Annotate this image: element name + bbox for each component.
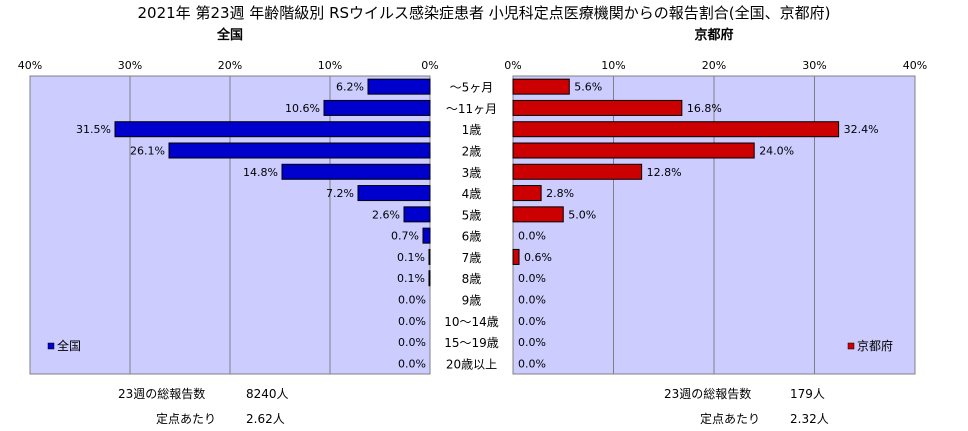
kyoto-data-label: 32.4% bbox=[844, 123, 879, 136]
kyoto-data-label: 0.0% bbox=[518, 230, 546, 243]
kyoto-legend-label: 京都府 bbox=[857, 338, 893, 353]
national-total-value: 8240人 bbox=[246, 387, 289, 401]
chart-title: 2021年 第23週 年齢階級別 RSウイルス感染症患者 小児科定点医療機関から… bbox=[137, 4, 831, 22]
national-tick-label: 0% bbox=[421, 59, 438, 72]
category-label: 15～19歳 bbox=[444, 336, 499, 350]
category-label: 20歳以上 bbox=[446, 357, 497, 371]
kyoto-tick-label: 10% bbox=[601, 59, 625, 72]
national-bar bbox=[323, 99, 431, 116]
kyoto-bar bbox=[512, 142, 755, 159]
kyoto-per-value: 2.32人 bbox=[790, 412, 829, 426]
national-bar bbox=[428, 248, 431, 265]
national-bar bbox=[114, 121, 431, 138]
category-label: 1歳 bbox=[462, 123, 482, 137]
national-per-value: 2.62人 bbox=[246, 412, 285, 426]
kyoto-tick-label: 0% bbox=[504, 59, 521, 72]
national-data-label: 31.5% bbox=[76, 123, 111, 136]
category-label: 7歳 bbox=[462, 251, 482, 265]
kyoto-bar bbox=[512, 78, 570, 95]
national-chart-title: 全国 bbox=[216, 28, 243, 43]
national-tick-label: 30% bbox=[118, 59, 142, 72]
kyoto-bar bbox=[512, 121, 840, 138]
kyoto-tick-label: 40% bbox=[903, 59, 927, 72]
category-label: 2歳 bbox=[462, 145, 482, 159]
category-label: ～5ヶ月 bbox=[450, 81, 494, 95]
kyoto-tick-label: 30% bbox=[802, 59, 826, 72]
national-bar bbox=[367, 78, 431, 95]
category-label: 3歳 bbox=[462, 166, 482, 180]
kyoto-bar bbox=[512, 163, 643, 180]
category-label: 9歳 bbox=[462, 294, 482, 308]
category-label: 6歳 bbox=[462, 230, 482, 244]
kyoto-total-value: 179人 bbox=[790, 387, 825, 401]
national-legend-swatch bbox=[47, 342, 55, 350]
kyoto-data-label: 0.0% bbox=[518, 294, 546, 307]
national-total-label: 23週の総報告数 bbox=[118, 387, 206, 401]
national-data-label: 0.0% bbox=[398, 357, 426, 370]
category-label: 10～14歳 bbox=[444, 315, 499, 329]
national-data-label: 0.1% bbox=[397, 251, 425, 264]
kyoto-data-label: 0.6% bbox=[524, 251, 552, 264]
kyoto-tick-label: 20% bbox=[702, 59, 726, 72]
national-legend-label: 全国 bbox=[57, 338, 81, 353]
kyoto-data-label: 0.0% bbox=[518, 357, 546, 370]
category-label: 4歳 bbox=[462, 187, 482, 201]
national-bar bbox=[403, 206, 431, 223]
national-data-label: 2.6% bbox=[372, 208, 400, 221]
national-data-label: 7.2% bbox=[326, 187, 354, 200]
kyoto-data-label: 5.6% bbox=[574, 81, 602, 94]
national-data-label: 0.0% bbox=[398, 315, 426, 328]
national-data-label: 0.0% bbox=[398, 336, 426, 349]
kyoto-data-label: 0.0% bbox=[518, 336, 546, 349]
kyoto-bar bbox=[512, 248, 520, 265]
category-label: ～11ヶ月 bbox=[446, 102, 497, 116]
national-data-label: 26.1% bbox=[130, 145, 165, 158]
national-data-label: 14.8% bbox=[243, 166, 278, 179]
national-bar bbox=[281, 163, 431, 180]
national-tick-label: 20% bbox=[218, 59, 242, 72]
kyoto-data-label: 24.0% bbox=[759, 145, 794, 158]
national-tick-label: 40% bbox=[18, 59, 42, 72]
national-bar bbox=[422, 227, 431, 244]
kyoto-bar bbox=[512, 185, 542, 202]
kyoto-total-label: 23週の総報告数 bbox=[664, 387, 752, 401]
national-per-label: 定点あたり bbox=[156, 412, 217, 426]
national-bar bbox=[357, 185, 431, 202]
national-data-label: 6.2% bbox=[336, 81, 364, 94]
national-data-label: 0.1% bbox=[397, 272, 425, 285]
national-bar bbox=[428, 270, 431, 287]
kyoto-data-label: 2.8% bbox=[546, 187, 574, 200]
kyoto-legend-swatch bbox=[847, 342, 855, 350]
kyoto-data-label: 0.0% bbox=[518, 315, 546, 328]
kyoto-bar bbox=[512, 99, 683, 116]
kyoto-data-label: 16.8% bbox=[687, 102, 722, 115]
kyoto-data-label: 12.8% bbox=[647, 166, 682, 179]
national-bar bbox=[168, 142, 431, 159]
national-data-label: 0.7% bbox=[391, 230, 419, 243]
category-label: 5歳 bbox=[462, 208, 482, 222]
kyoto-bar bbox=[512, 206, 564, 223]
kyoto-per-label: 定点あたり bbox=[700, 412, 761, 426]
kyoto-data-label: 0.0% bbox=[518, 272, 546, 285]
category-label: 8歳 bbox=[462, 272, 482, 286]
national-data-label: 0.0% bbox=[398, 294, 426, 307]
national-tick-label: 10% bbox=[318, 59, 342, 72]
kyoto-chart-title: 京都府 bbox=[694, 28, 734, 43]
national-data-label: 10.6% bbox=[285, 102, 320, 115]
kyoto-data-label: 5.0% bbox=[568, 208, 596, 221]
